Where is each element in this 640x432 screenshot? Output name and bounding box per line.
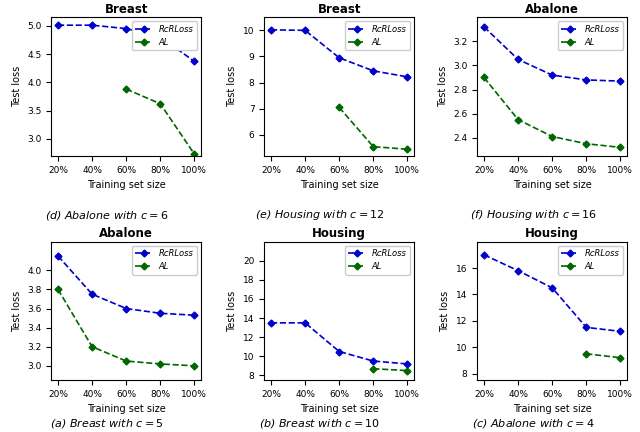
RcRLoss [156,311,164,316]
Text: (f) Housing with $c = 16$: (f) Housing with $c = 16$ [470,209,596,222]
Line: RcRLoss: RcRLoss [481,25,623,83]
AL [582,351,590,356]
X-axis label: Training set size: Training set size [87,180,166,190]
AL [369,366,377,371]
Text: (b) Breast with $c = 10$: (b) Breast with $c = 10$ [259,417,381,430]
AL [122,359,130,364]
AL [548,134,556,139]
RcRLoss [267,320,275,325]
X-axis label: Training set size: Training set size [300,180,379,190]
AL [616,355,624,360]
AL [191,363,198,368]
Y-axis label: Test loss: Test loss [440,290,451,331]
RcRLoss [122,26,130,31]
RcRLoss [156,35,164,40]
Text: (c) Abalone with $c = 4$: (c) Abalone with $c = 4$ [472,417,595,430]
RcRLoss [582,77,590,83]
Line: AL: AL [481,75,623,150]
Title: Housing: Housing [312,228,366,241]
RcRLoss [480,252,488,257]
RcRLoss [548,73,556,78]
RcRLoss [122,306,130,311]
Line: RcRLoss: RcRLoss [56,23,197,64]
AL [404,368,412,373]
Line: RcRLoss: RcRLoss [269,27,410,79]
Legend: RcRLoss, AL: RcRLoss, AL [132,22,197,50]
RcRLoss [301,28,309,33]
Line: AL: AL [337,105,410,152]
Text: (e) Housing with $c = 12$: (e) Housing with $c = 12$ [255,209,385,222]
AL [88,344,96,349]
RcRLoss [616,329,624,334]
RcRLoss [515,57,522,62]
Title: Housing: Housing [525,228,579,241]
AL [122,86,130,92]
Title: Breast: Breast [104,3,148,16]
Legend: RcRLoss, AL: RcRLoss, AL [558,246,623,275]
AL [369,144,377,149]
AL [480,75,488,80]
RcRLoss [369,359,377,364]
RcRLoss [301,320,309,325]
RcRLoss [88,292,96,297]
Title: Abalone: Abalone [525,3,579,16]
RcRLoss [616,79,624,84]
Y-axis label: Test loss: Test loss [438,66,447,107]
RcRLoss [335,349,343,354]
RcRLoss [54,254,62,259]
X-axis label: Training set size: Training set size [300,404,379,414]
RcRLoss [335,55,343,60]
AL [156,101,164,106]
RcRLoss [548,285,556,290]
Text: (a) Breast with $c = 5$: (a) Breast with $c = 5$ [50,417,164,430]
Legend: RcRLoss, AL: RcRLoss, AL [345,22,410,50]
RcRLoss [515,268,522,273]
AL [156,361,164,366]
X-axis label: Training set size: Training set size [513,180,591,190]
AL [616,145,624,150]
Line: RcRLoss: RcRLoss [269,321,410,366]
RcRLoss [191,313,198,318]
Title: Breast: Breast [317,3,361,16]
AL [515,117,522,122]
X-axis label: Training set size: Training set size [87,404,166,414]
RcRLoss [480,24,488,29]
Legend: RcRLoss, AL: RcRLoss, AL [132,246,197,275]
RcRLoss [191,59,198,64]
RcRLoss [369,68,377,73]
Y-axis label: Test loss: Test loss [227,66,237,107]
X-axis label: Training set size: Training set size [513,404,591,414]
RcRLoss [88,22,96,28]
Line: AL: AL [124,87,197,156]
Text: (d) Abalone with $c = 6$: (d) Abalone with $c = 6$ [45,210,168,222]
RcRLoss [404,74,412,79]
Title: Abalone: Abalone [99,228,153,241]
RcRLoss [267,27,275,32]
AL [191,152,198,157]
Y-axis label: Test loss: Test loss [12,66,22,107]
Y-axis label: Test loss: Test loss [12,290,22,331]
AL [54,287,62,292]
Line: AL: AL [371,366,410,373]
Line: AL: AL [56,287,197,368]
Line: AL: AL [584,351,623,360]
Legend: RcRLoss, AL: RcRLoss, AL [345,246,410,275]
Y-axis label: Test loss: Test loss [227,290,237,331]
Line: RcRLoss: RcRLoss [56,254,197,318]
RcRLoss [404,361,412,366]
RcRLoss [582,325,590,330]
AL [582,141,590,146]
AL [335,105,343,110]
AL [404,146,412,152]
Legend: RcRLoss, AL: RcRLoss, AL [558,22,623,50]
Line: RcRLoss: RcRLoss [481,252,623,334]
RcRLoss [54,22,62,28]
